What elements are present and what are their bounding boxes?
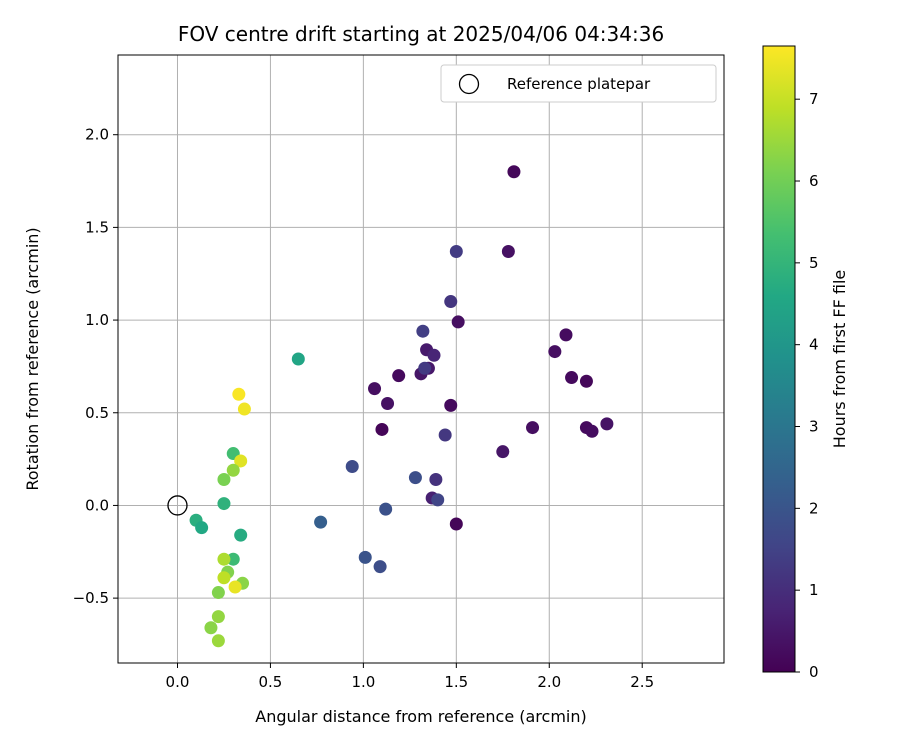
data-point bbox=[217, 472, 231, 486]
x-axis-ticks: 0.0 0.5 1.0 1.5 2.0 2.5 bbox=[166, 663, 654, 691]
data-point bbox=[392, 369, 406, 383]
x-tick-label: 0.5 bbox=[258, 673, 282, 691]
data-point bbox=[234, 454, 248, 468]
data-point bbox=[381, 396, 395, 410]
grid bbox=[118, 55, 724, 663]
data-point bbox=[449, 244, 463, 258]
data-point bbox=[232, 387, 246, 401]
data-point bbox=[211, 634, 225, 648]
data-point bbox=[228, 580, 242, 594]
reference-marker-icon bbox=[458, 73, 480, 95]
data-point bbox=[444, 295, 458, 309]
data-point bbox=[429, 472, 443, 486]
legend-label: Reference platepar bbox=[507, 75, 651, 93]
y-axis-ticks: −0.5 0.0 0.5 1.0 1.5 2.0 bbox=[73, 126, 118, 607]
y-tick-label: 1.5 bbox=[85, 218, 109, 236]
colorbar-tick-label: 4 bbox=[809, 336, 819, 354]
colorbar-tick-label: 5 bbox=[809, 254, 819, 272]
data-point bbox=[418, 361, 432, 375]
x-tick-label: 1.5 bbox=[444, 673, 468, 691]
colorbar-tick-label: 6 bbox=[809, 172, 819, 190]
colorbar-tick-label: 1 bbox=[809, 581, 819, 599]
data-point bbox=[358, 550, 372, 564]
data-point bbox=[217, 552, 231, 566]
data-point bbox=[234, 528, 248, 542]
data-point bbox=[579, 374, 593, 388]
data-point bbox=[211, 610, 225, 624]
y-tick-label: 1.0 bbox=[85, 311, 109, 329]
data-point bbox=[195, 521, 209, 535]
colorbar: 0 1 2 3 4 5 6 7 Hours from first FF file bbox=[762, 45, 849, 681]
x-tick-label: 2.5 bbox=[630, 673, 654, 691]
data-points bbox=[167, 165, 614, 648]
data-point bbox=[314, 515, 328, 529]
data-point bbox=[585, 424, 599, 438]
data-point bbox=[375, 422, 389, 436]
data-point bbox=[217, 571, 231, 585]
data-point bbox=[427, 348, 441, 362]
x-axis-label: Angular distance from reference (arcmin) bbox=[255, 707, 586, 726]
data-point bbox=[226, 552, 240, 566]
data-point bbox=[444, 398, 458, 412]
y-tick-label: 0.0 bbox=[85, 496, 109, 514]
data-point bbox=[507, 165, 521, 179]
data-point bbox=[559, 328, 573, 342]
data-point bbox=[237, 402, 251, 416]
x-tick-label: 0.0 bbox=[166, 673, 190, 691]
data-point bbox=[226, 463, 240, 477]
data-point bbox=[565, 371, 579, 385]
colorbar-tick-label: 2 bbox=[809, 499, 819, 517]
legend-box bbox=[440, 64, 717, 103]
x-tick-label: 2.0 bbox=[537, 673, 561, 691]
data-point bbox=[431, 493, 445, 507]
data-point bbox=[438, 428, 452, 442]
data-point bbox=[368, 382, 382, 396]
data-point bbox=[291, 352, 305, 366]
data-point bbox=[449, 517, 463, 531]
plot-frame bbox=[117, 54, 725, 664]
colorbar-gradient bbox=[762, 45, 796, 673]
colorbar-tick-label: 0 bbox=[809, 663, 819, 681]
data-point bbox=[526, 421, 540, 435]
y-tick-label: 2.0 bbox=[85, 126, 109, 144]
data-point bbox=[496, 445, 510, 459]
data-point bbox=[373, 560, 387, 574]
chart-title: FOV centre drift starting at 2025/04/06 … bbox=[178, 22, 664, 46]
colorbar-label: Hours from first FF file bbox=[830, 270, 849, 449]
data-point bbox=[211, 586, 225, 600]
data-point bbox=[501, 244, 515, 258]
x-tick-label: 1.0 bbox=[351, 673, 375, 691]
y-tick-label: −0.5 bbox=[73, 589, 109, 607]
data-point bbox=[345, 460, 359, 474]
data-point bbox=[416, 324, 430, 338]
colorbar-tick-label: 7 bbox=[809, 90, 819, 108]
colorbar-ticks: 0 1 2 3 4 5 6 7 bbox=[795, 90, 819, 681]
colorbar-tick-label: 3 bbox=[809, 418, 819, 436]
data-point bbox=[379, 502, 393, 516]
y-tick-label: 0.5 bbox=[85, 404, 109, 422]
data-point bbox=[600, 417, 614, 431]
data-point bbox=[451, 315, 465, 329]
legend: Reference platepar bbox=[440, 64, 717, 103]
data-point bbox=[217, 497, 231, 511]
data-point bbox=[204, 621, 218, 635]
reference-platepar-marker bbox=[167, 495, 188, 516]
data-point bbox=[548, 345, 562, 359]
y-axis-label: Rotation from reference (arcmin) bbox=[23, 227, 42, 490]
data-point bbox=[408, 471, 422, 485]
